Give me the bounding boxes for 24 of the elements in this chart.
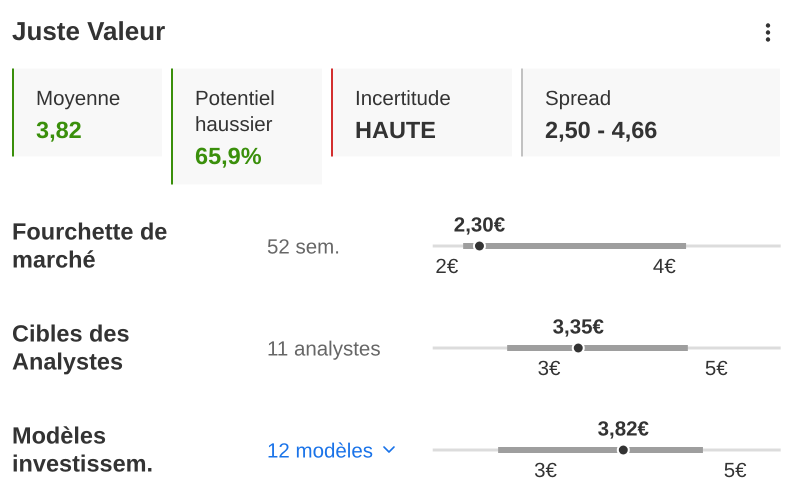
y-tick-label: 52 sem. bbox=[267, 236, 340, 258]
data-label: 3,35€ bbox=[552, 316, 604, 338]
y-axis-title: Cibles des Analystes bbox=[12, 320, 130, 374]
x-tick-label: 2€ bbox=[435, 255, 459, 278]
text: Incertitude bbox=[355, 87, 451, 110]
text: 3,82 bbox=[36, 117, 82, 143]
x-tick-label: 5€ bbox=[724, 459, 748, 482]
x-tick-label: 5€ bbox=[704, 357, 728, 380]
text: 2,50 - 4,66 bbox=[545, 117, 658, 143]
text: Juste Valeur bbox=[12, 16, 166, 46]
x-tick-label: 3€ bbox=[538, 357, 561, 380]
text: Spread bbox=[545, 87, 612, 110]
text: Potentiel haussier bbox=[195, 87, 275, 136]
y-axis-title: Fourchette de marché bbox=[12, 218, 168, 272]
y-axis-title: Modèles investissem. bbox=[12, 422, 154, 476]
text: Moyenne bbox=[36, 87, 120, 110]
y-tick-label: 11 analystes bbox=[267, 338, 381, 360]
text: HAUTE bbox=[355, 117, 436, 143]
y-tick-label: 12 modèles bbox=[267, 440, 373, 462]
x-tick-label: 4€ bbox=[652, 255, 676, 278]
data-label: 3,82€ bbox=[598, 418, 650, 440]
data-label: 2,30€ bbox=[454, 214, 506, 236]
text: 65,9% bbox=[195, 143, 262, 169]
x-tick-label: 3€ bbox=[534, 459, 558, 482]
